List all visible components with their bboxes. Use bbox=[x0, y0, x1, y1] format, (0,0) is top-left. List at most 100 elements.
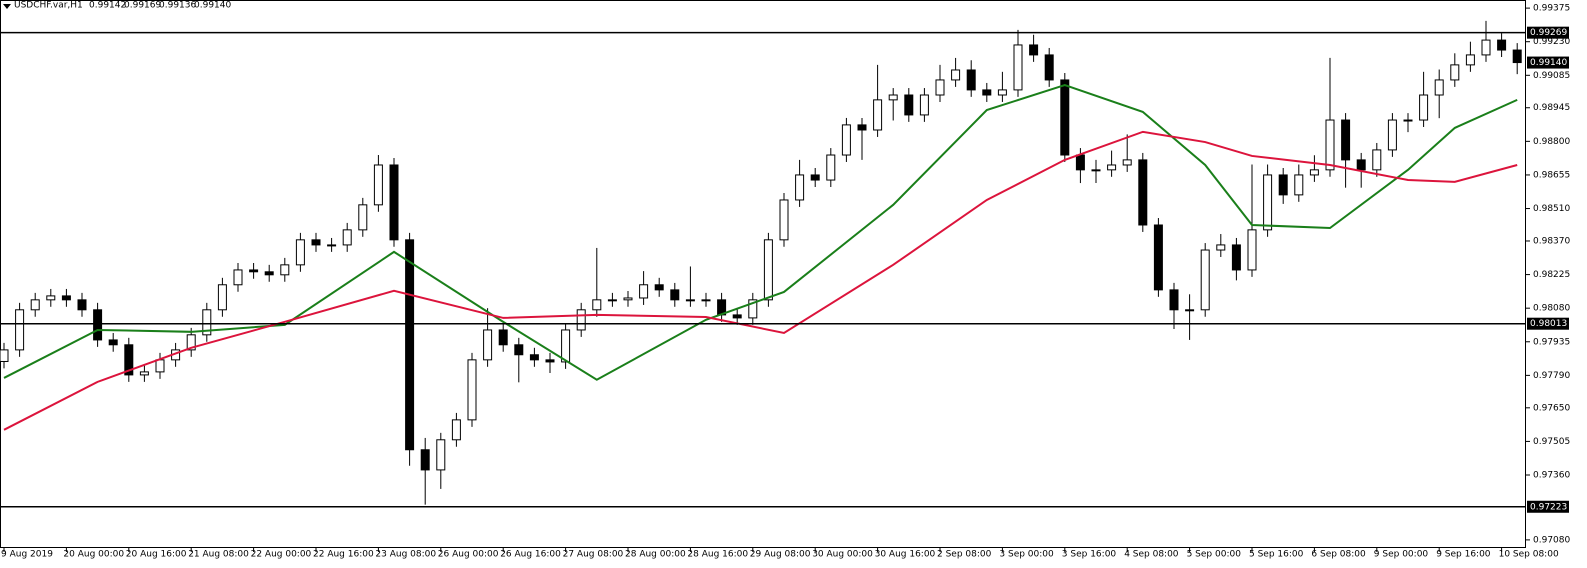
candle-body bbox=[935, 79, 945, 96]
candle-body bbox=[904, 94, 914, 116]
price-label-box bbox=[1527, 317, 1569, 330]
x-tick-label: 21 Aug 08:00 bbox=[188, 550, 249, 560]
candle-body bbox=[951, 69, 961, 81]
plot-frame bbox=[0, 0, 1526, 548]
quote-close: 0.99140 bbox=[194, 1, 231, 11]
candle-body bbox=[1138, 159, 1148, 226]
x-tick-label: 9 Aug 2019 bbox=[1, 550, 53, 560]
y-tick-label: 0.99230 bbox=[1533, 37, 1570, 47]
quote-high: 0.99169 bbox=[124, 1, 161, 11]
candle-body bbox=[1060, 79, 1070, 156]
candle-body bbox=[1403, 119, 1413, 122]
candle-body bbox=[779, 199, 789, 241]
candle-body bbox=[1465, 54, 1475, 66]
candle-body bbox=[1512, 49, 1522, 64]
y-tick-label: 0.99085 bbox=[1533, 71, 1570, 81]
candle-body bbox=[467, 359, 477, 421]
candle-body bbox=[1075, 154, 1085, 171]
candle-body bbox=[295, 239, 305, 266]
candle-body bbox=[373, 164, 383, 206]
x-tick-label: 30 Aug 00:00 bbox=[812, 550, 873, 560]
x-tick-label: 30 Aug 16:00 bbox=[875, 550, 936, 560]
quote-open: 0.99142 bbox=[89, 1, 126, 11]
menu-triangle[interactable] bbox=[3, 4, 11, 9]
symbol: USDCHF.var,H1 bbox=[14, 1, 83, 11]
candle-body bbox=[1247, 229, 1257, 271]
y-tick-label: 0.98800 bbox=[1533, 137, 1570, 147]
candle-body bbox=[280, 264, 290, 276]
current-price-box bbox=[1527, 56, 1569, 69]
price-label: 0.97223 bbox=[1530, 502, 1567, 512]
candle-body bbox=[1450, 64, 1460, 81]
candle-body bbox=[139, 371, 149, 376]
candle-body bbox=[1153, 224, 1163, 291]
candle-body bbox=[311, 239, 321, 246]
y-tick-label: 0.97505 bbox=[1533, 437, 1570, 447]
candle-body bbox=[795, 174, 805, 201]
candle-body bbox=[1200, 249, 1210, 311]
candle-body bbox=[233, 269, 243, 286]
candle-body bbox=[1231, 244, 1241, 271]
moving-average bbox=[3, 83, 1518, 381]
x-tick-label: 26 Aug 00:00 bbox=[438, 550, 499, 560]
candle-body bbox=[685, 299, 695, 302]
candle-body bbox=[1294, 174, 1304, 196]
candle-body bbox=[46, 295, 56, 301]
candle-body bbox=[202, 309, 212, 336]
x-tick-label: 27 Aug 08:00 bbox=[563, 550, 624, 560]
candle-body bbox=[264, 271, 274, 276]
candle-body bbox=[0, 349, 9, 362]
candle-body bbox=[1497, 39, 1507, 51]
candle-body bbox=[966, 69, 976, 91]
y-tick-label: 0.98080 bbox=[1533, 304, 1570, 314]
candle-body bbox=[420, 449, 430, 471]
candle-body bbox=[810, 174, 820, 181]
candle-body bbox=[654, 284, 664, 291]
candle-body bbox=[607, 299, 617, 302]
x-tick-label: 28 Aug 00:00 bbox=[625, 550, 686, 560]
candle-body bbox=[1325, 119, 1335, 171]
candle-body bbox=[514, 344, 524, 356]
candle-body bbox=[217, 284, 227, 311]
x-tick-label: 5 Sep 16:00 bbox=[1249, 550, 1304, 560]
candle-body bbox=[1278, 174, 1288, 196]
moving-average bbox=[3, 130, 1518, 431]
y-tick-label: 0.97650 bbox=[1533, 403, 1570, 413]
y-tick-label: 0.98945 bbox=[1533, 103, 1570, 113]
candle-body bbox=[545, 359, 555, 363]
candle-body bbox=[15, 309, 25, 351]
y-tick-label: 0.98655 bbox=[1533, 170, 1570, 180]
x-tick-label: 20 Aug 00:00 bbox=[63, 550, 124, 560]
candle-body bbox=[30, 299, 40, 311]
candle-body bbox=[857, 124, 867, 131]
candle-body bbox=[405, 239, 415, 451]
candle-body bbox=[436, 439, 446, 471]
x-tick-label: 20 Aug 16:00 bbox=[126, 550, 187, 560]
candle-body bbox=[1481, 39, 1491, 56]
x-tick-label: 28 Aug 16:00 bbox=[687, 550, 748, 560]
candle-body bbox=[1185, 309, 1195, 312]
y-tick-label: 0.98370 bbox=[1533, 236, 1570, 246]
price-label-box bbox=[1527, 500, 1569, 513]
x-tick-label: 29 Aug 08:00 bbox=[750, 550, 811, 560]
y-tick-label: 0.97935 bbox=[1533, 337, 1570, 347]
price-label-box bbox=[1527, 26, 1569, 39]
candle-body bbox=[483, 329, 493, 361]
candle-body bbox=[873, 99, 883, 131]
x-tick-label: 4 Sep 08:00 bbox=[1124, 550, 1179, 560]
candle-body bbox=[1309, 169, 1319, 176]
x-tick-label: 22 Aug 16:00 bbox=[313, 550, 374, 560]
candle-body bbox=[841, 124, 851, 156]
current-price-label: 0.99140 bbox=[1530, 58, 1567, 68]
candle-body bbox=[1013, 44, 1023, 91]
candle-body bbox=[1419, 94, 1429, 121]
candle-body bbox=[592, 299, 602, 311]
candle-body bbox=[919, 94, 929, 116]
candle-body bbox=[389, 164, 399, 241]
candle-body bbox=[342, 229, 352, 246]
candle-body bbox=[639, 284, 649, 299]
x-tick-label: 23 Aug 08:00 bbox=[375, 550, 436, 560]
candle-body bbox=[1216, 244, 1226, 251]
candle-body bbox=[1169, 289, 1179, 311]
